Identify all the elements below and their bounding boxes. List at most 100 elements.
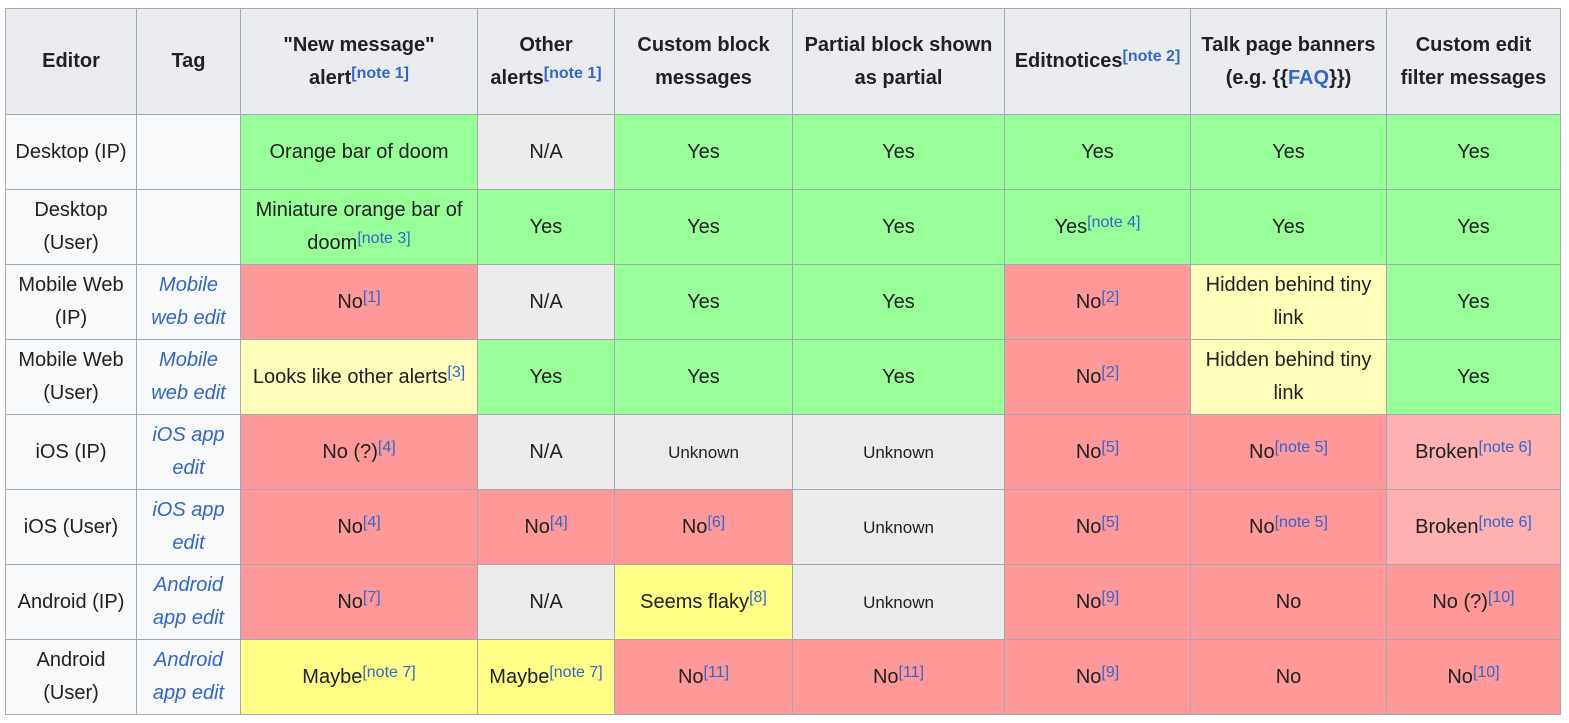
header-custom-block-messages: Custom block messages xyxy=(614,8,793,115)
editor-label: iOS (IP) xyxy=(35,440,107,463)
status-text: No xyxy=(1075,440,1102,463)
custom-edit-filter-messages-cell: Yes xyxy=(1386,339,1561,415)
header-talk-page-banners: Talk page banners (e.g. {{FAQ}}) xyxy=(1190,8,1387,115)
reference-link[interactable]: [note 6] xyxy=(1478,438,1532,456)
talk-page-banners-cell: Yes xyxy=(1190,114,1387,190)
reference-link[interactable]: [9] xyxy=(1101,588,1120,606)
status-text: No xyxy=(1447,665,1473,688)
status-text: Yes xyxy=(882,215,915,238)
editor-label: Desktop (User) xyxy=(34,199,108,254)
partial-block-cell: Yes xyxy=(792,114,1005,190)
status-text: Broken xyxy=(1415,440,1479,463)
status-text: N/A xyxy=(529,290,563,313)
status-text: No xyxy=(1075,290,1102,313)
status-text: Yes xyxy=(1457,365,1490,388)
table-row: iOS (IP) iOS app edit No (?)[4] N/A Unknown U… xyxy=(5,414,1561,490)
reference-link[interactable]: [note 5] xyxy=(1274,438,1328,456)
other-alerts-cell: N/A xyxy=(477,114,615,190)
reference-link[interactable]: [note 7] xyxy=(549,663,603,681)
status-text: No xyxy=(872,665,899,688)
reference-link[interactable]: [6] xyxy=(707,513,726,531)
new-message-alert-cell: Looks like other alerts[3] xyxy=(240,339,478,415)
reference-link[interactable]: [note 7] xyxy=(362,663,416,681)
status-text: Maybe xyxy=(489,665,550,688)
table-row: Desktop (IP) Orange bar of doom N/A Yes Yes Y… xyxy=(5,114,1561,190)
status-text: Yes xyxy=(882,365,915,388)
partial-block-cell: Unknown xyxy=(792,564,1005,640)
note-ref-link[interactable]: [note 2] xyxy=(1122,48,1181,65)
partial-block-cell: No[11] xyxy=(792,639,1005,715)
tag-link[interactable]: Android app edit xyxy=(152,649,225,704)
status-text: No xyxy=(337,515,363,538)
reference-link[interactable]: [8] xyxy=(749,588,767,606)
custom-edit-filter-messages-cell: No (?)[10] xyxy=(1386,564,1561,640)
talk-page-banners-cell: Hidden behind tiny link xyxy=(1190,339,1387,415)
reference-link[interactable]: [11] xyxy=(898,663,925,681)
reference-link[interactable]: [2] xyxy=(1101,363,1120,381)
status-text: No xyxy=(677,665,704,688)
status-text: Yes xyxy=(529,215,563,238)
status-text: Looks like other alerts xyxy=(252,365,448,388)
status-text: Broken xyxy=(1415,515,1479,538)
partial-block-cell: Unknown xyxy=(792,489,1005,565)
tag-link[interactable]: Android app edit xyxy=(152,574,225,629)
status-text: Yes xyxy=(1272,140,1305,163)
reference-link[interactable]: [3] xyxy=(447,363,466,381)
new-message-alert-cell: No[1] xyxy=(240,264,478,340)
reference-link[interactable]: [note 6] xyxy=(1478,513,1532,531)
editnotices-cell: Yes[note 4] xyxy=(1004,189,1191,265)
talk-page-banners-cell: Yes xyxy=(1190,189,1387,265)
tag-cell: iOS app edit xyxy=(136,489,241,565)
table-row: iOS (User) iOS app edit No[4] No[4] No[6] Unk… xyxy=(5,489,1561,565)
status-text: Maybe xyxy=(302,665,363,688)
reference-link[interactable]: [2] xyxy=(1101,288,1120,306)
tag-link[interactable]: iOS app edit xyxy=(152,424,225,479)
tag-link[interactable]: Mobile web edit xyxy=(151,274,226,329)
tag-cell: Android app edit xyxy=(136,564,241,640)
talk-page-banners-cell: No[note 5] xyxy=(1190,414,1387,490)
custom-edit-filter-messages-cell: Broken[note 6] xyxy=(1386,489,1561,565)
table-row: Mobile Web (IP) Mobile web edit No[1] N/A Ye… xyxy=(5,264,1561,340)
status-text: Unknown xyxy=(863,442,934,462)
editor-cell: Android (User) xyxy=(5,639,137,715)
custom-edit-filter-messages-cell: Yes xyxy=(1386,114,1561,190)
status-text: No xyxy=(1075,590,1102,613)
status-text: Yes xyxy=(1457,290,1490,313)
reference-link[interactable]: [4] xyxy=(377,438,396,456)
reference-link[interactable]: [note 4] xyxy=(1087,213,1141,231)
status-text: Yes xyxy=(1081,140,1114,163)
reference-link[interactable]: [note 3] xyxy=(357,230,411,247)
status-text: Hidden behind tiny link xyxy=(1205,274,1372,329)
reference-link[interactable]: [note 5] xyxy=(1274,513,1328,531)
tag-link[interactable]: Mobile web edit xyxy=(151,349,226,404)
note-ref-link[interactable]: [note 1] xyxy=(543,64,602,82)
faq-template-link[interactable]: FAQ xyxy=(1287,66,1330,89)
reference-link[interactable]: [10] xyxy=(1487,588,1515,606)
tag-link[interactable]: iOS app edit xyxy=(152,499,225,554)
partial-block-cell: Unknown xyxy=(792,414,1005,490)
reference-link[interactable]: [10] xyxy=(1472,663,1500,681)
reference-link[interactable]: [5] xyxy=(1101,438,1120,456)
custom-block-messages-cell: Yes xyxy=(614,339,793,415)
reference-link[interactable]: [1] xyxy=(362,288,381,306)
reference-link[interactable]: [7] xyxy=(362,588,381,606)
status-text: No xyxy=(1075,365,1102,388)
note-ref-link[interactable]: [note 1] xyxy=(351,64,410,82)
header-new-message-alert: "New message" alert[note 1] xyxy=(240,8,478,115)
reference-link[interactable]: [9] xyxy=(1101,663,1120,681)
status-text: Orange bar of doom xyxy=(269,140,449,163)
reference-link[interactable]: [4] xyxy=(362,513,381,531)
editnotices-cell: Yes xyxy=(1004,114,1191,190)
header-other-alerts: Other alerts[note 1] xyxy=(477,8,615,115)
status-text: Yes xyxy=(882,290,915,313)
custom-block-messages-cell: Yes xyxy=(614,114,793,190)
header-editor: Editor xyxy=(5,8,137,115)
cropped-caption-fragment xyxy=(480,8,600,14)
reference-link[interactable]: [5] xyxy=(1101,513,1120,531)
reference-link[interactable]: [11] xyxy=(703,663,730,681)
status-text: No xyxy=(1075,515,1102,538)
tag-cell: iOS app edit xyxy=(136,414,241,490)
reference-link[interactable]: [4] xyxy=(549,513,568,531)
partial-block-cell: Yes xyxy=(792,189,1005,265)
custom-block-messages-cell: Seems flaky[8] xyxy=(614,564,793,640)
